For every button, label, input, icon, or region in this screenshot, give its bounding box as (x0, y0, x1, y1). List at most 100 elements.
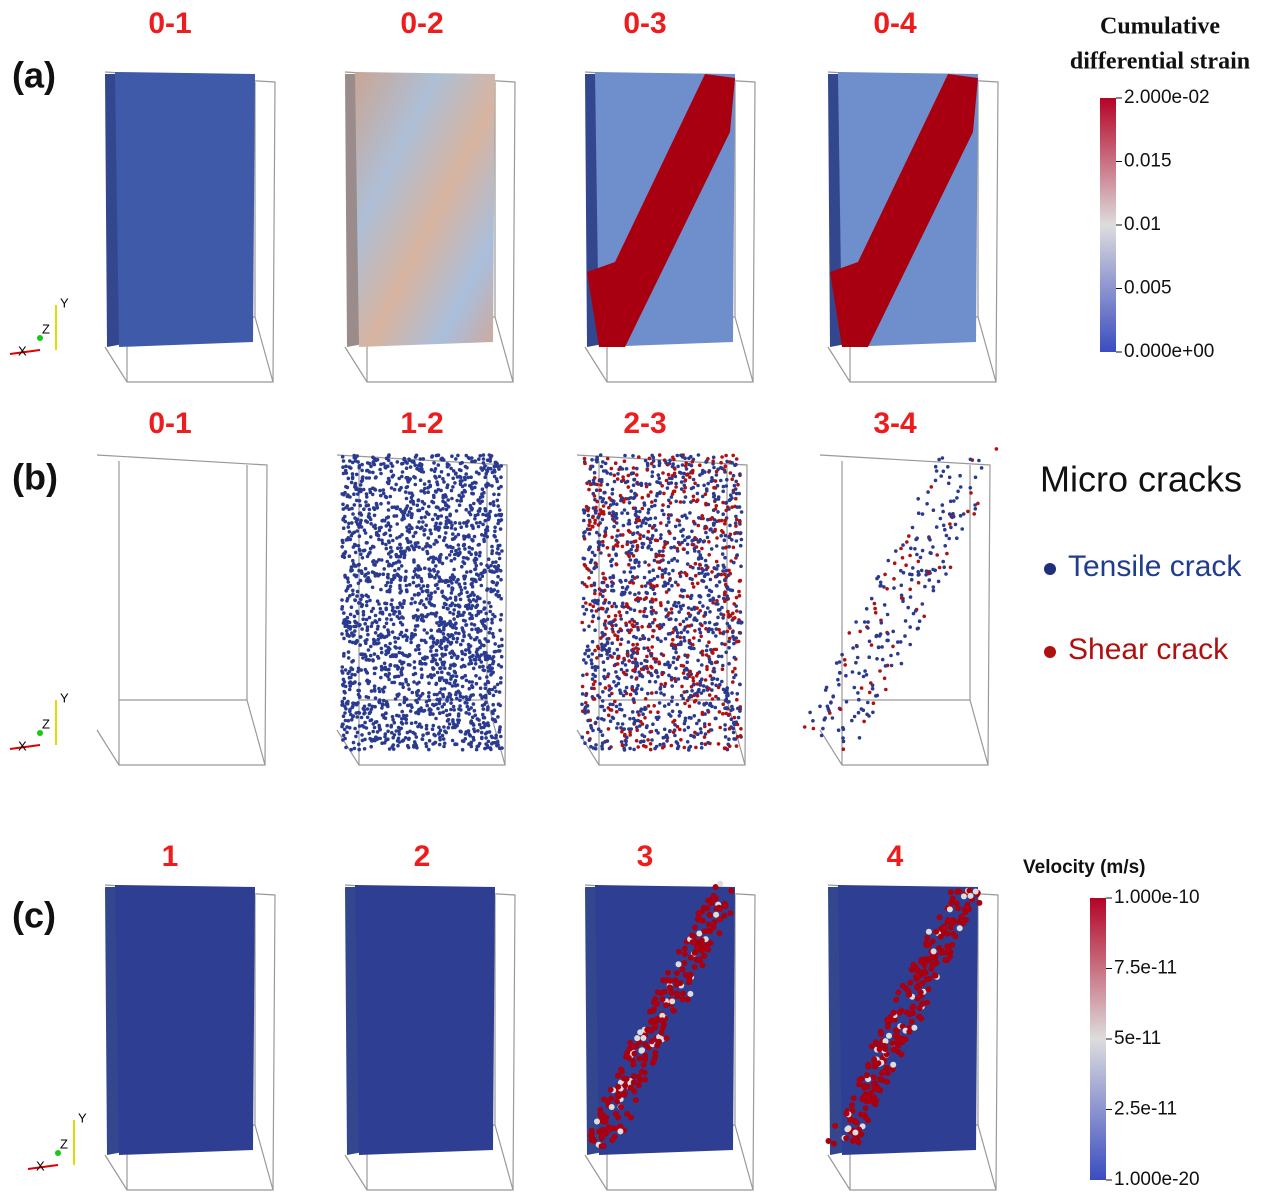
crack-point (400, 510, 404, 514)
crack-point (368, 703, 372, 707)
crack-point (423, 487, 427, 491)
crack-point (470, 487, 474, 491)
velocity-point (676, 949, 682, 955)
crack-point (717, 655, 721, 659)
crack-point (717, 697, 721, 701)
crack-point (482, 540, 486, 544)
crack-point (632, 698, 636, 702)
crack-point (631, 623, 635, 627)
crack-point (416, 608, 420, 612)
crack-point (499, 569, 503, 573)
crack-point (654, 669, 658, 673)
crack-point (490, 621, 494, 625)
crack-point (391, 464, 395, 468)
crack-point (654, 516, 658, 520)
crack-point (709, 578, 713, 582)
crack-point (478, 554, 482, 558)
crack-point (877, 645, 881, 649)
crack-point (694, 699, 698, 703)
crack-point (733, 716, 737, 720)
crack-point (615, 563, 619, 567)
crack-point (343, 574, 347, 578)
crack-point (463, 619, 467, 623)
crack-point (363, 705, 367, 709)
crack-point (736, 707, 740, 711)
wireframe (97, 455, 267, 765)
crack-point (733, 723, 737, 727)
crack-point (902, 571, 906, 575)
crack-point (456, 637, 460, 641)
crack-point (492, 503, 496, 507)
crack-point (596, 458, 600, 462)
crack-point (438, 475, 442, 479)
crack-point (421, 590, 425, 594)
crack-point (351, 592, 355, 596)
crack-point (720, 455, 724, 459)
crack-point (708, 657, 712, 661)
crack-point (636, 664, 640, 668)
crack-point (629, 693, 633, 697)
crack-point (451, 532, 455, 536)
velocity-point (613, 1111, 619, 1117)
crack-point (440, 514, 444, 518)
crack-point (438, 679, 442, 683)
crack-point (471, 654, 475, 658)
crack-point (390, 564, 394, 568)
crack-point (357, 693, 361, 697)
crack-point (635, 739, 639, 743)
crack-point (359, 598, 363, 602)
crack-point (635, 482, 639, 486)
crack-point (368, 658, 372, 662)
crack-point (623, 714, 627, 718)
crack-point (392, 514, 396, 518)
crack-point (721, 490, 725, 494)
colorbar-tick-label: 0.01 (1124, 214, 1161, 235)
crack-point (890, 664, 894, 668)
crack-point (903, 634, 907, 638)
crack-point (411, 691, 415, 695)
crack-point (473, 517, 477, 521)
crack-point (411, 576, 415, 580)
crack-point (453, 604, 457, 608)
crack-point (438, 711, 442, 715)
crack-point (658, 743, 662, 747)
crack-point (708, 693, 712, 697)
crack-point (401, 666, 405, 670)
crack-point (634, 507, 638, 511)
crack-point (391, 718, 395, 722)
crack-point (491, 662, 495, 666)
crack-point (434, 717, 438, 721)
velocity-point (909, 1019, 915, 1025)
crack-point (389, 581, 393, 585)
crack-point (919, 556, 923, 560)
crack-point (414, 648, 418, 652)
crack-point (477, 543, 481, 547)
crack-point (423, 628, 427, 632)
crack-point (726, 630, 730, 634)
velocity-point (717, 916, 723, 922)
crack-point (594, 506, 598, 510)
velocity-point (683, 972, 689, 978)
crack-point (679, 454, 683, 458)
crack-point (446, 526, 450, 530)
crack-point (944, 572, 948, 576)
crack-point (831, 716, 835, 720)
crack-point (654, 598, 658, 602)
crack-point (872, 701, 876, 705)
crack-point (363, 711, 367, 715)
colorbar-tick-label: 1.000e-20 (1114, 1169, 1200, 1190)
crack-point (676, 454, 680, 458)
crack-point (677, 655, 681, 659)
colorbar-title: Velocity (m/s) (1023, 857, 1146, 878)
crack-point (672, 730, 676, 734)
crack-point (659, 639, 663, 643)
crack-point (603, 709, 607, 713)
crack-point (367, 648, 371, 652)
crack-point (706, 457, 710, 461)
crack-point (671, 638, 675, 642)
crack-point (932, 589, 936, 593)
crack-point (353, 503, 357, 507)
crack-point (378, 468, 382, 472)
crack-point (687, 696, 691, 700)
crack-point (491, 632, 495, 636)
